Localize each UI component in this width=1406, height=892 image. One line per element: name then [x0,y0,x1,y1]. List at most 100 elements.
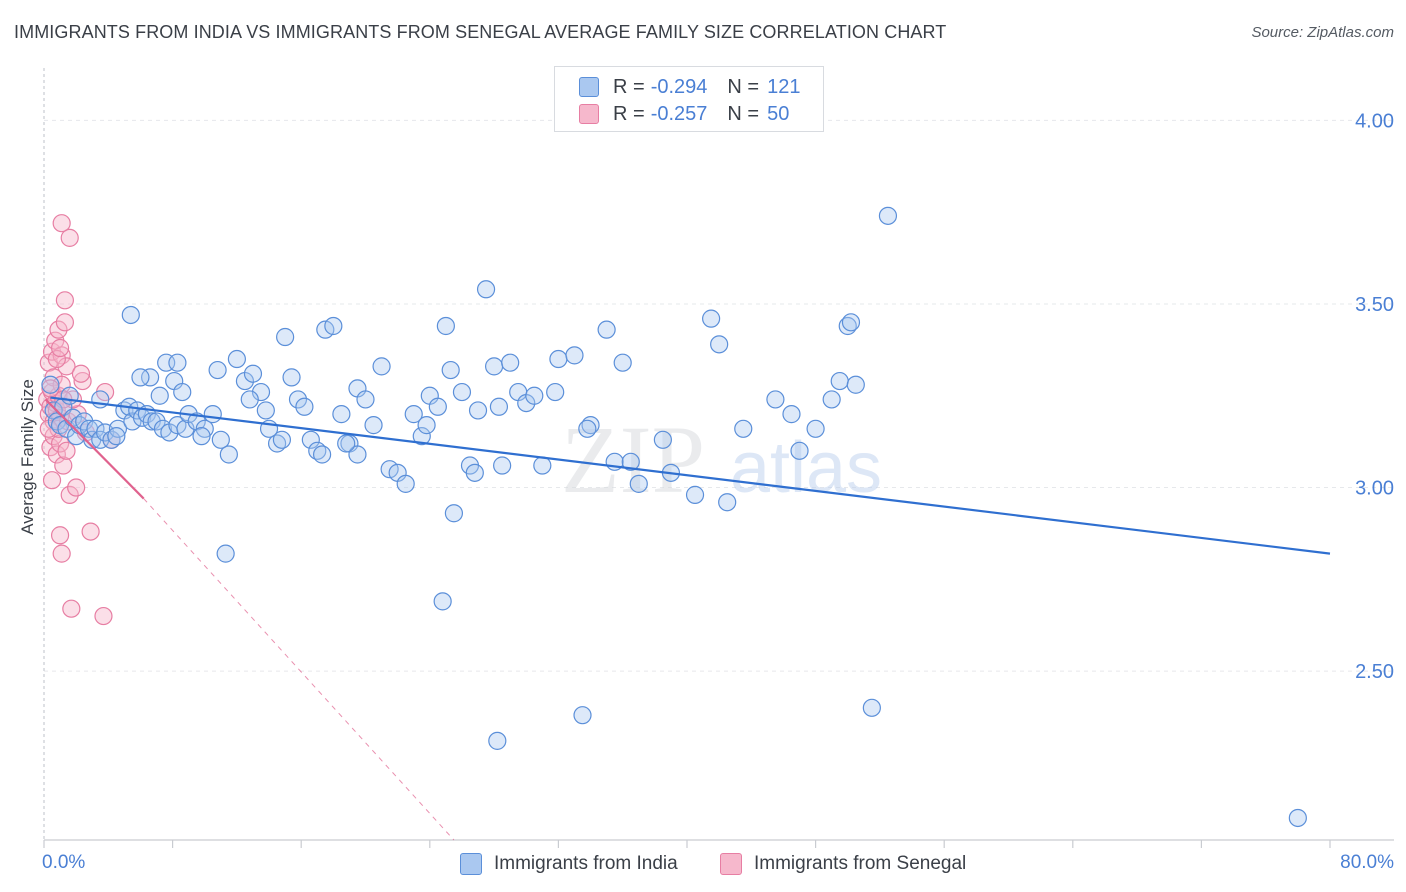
india-point [295,397,314,416]
india-point [822,390,841,409]
senegal-trend-line [44,398,145,500]
india-point [597,320,616,339]
senegal-point [60,485,79,504]
n-label: N = [727,102,760,125]
source-label: Source: ZipAtlas.com [1251,24,1394,41]
india-point [131,368,150,387]
watermark-zip: ZIP [561,406,705,513]
india-series [41,206,1307,828]
india-point [578,419,597,438]
india-swatch [460,853,482,875]
india-point [485,357,504,376]
legend-item-senegal[interactable]: Immigrants from Senegal [720,850,966,878]
india-point [203,405,222,424]
r-label: R = [613,75,645,98]
india-point [192,427,211,446]
india-point [862,698,881,717]
india-point [337,434,356,453]
india-point [356,390,375,409]
india-point [549,349,568,369]
india-point [444,504,464,523]
india-point [219,445,238,464]
senegal-point [94,606,113,626]
india-point [150,386,169,405]
india-point [173,382,192,402]
n-value: 50 [767,102,790,125]
india-point [718,493,737,512]
india-point [476,280,496,299]
y-tick-labels: 2.50 3.00 3.50 4.00 [1355,110,1394,683]
india-point [312,445,332,464]
senegal-swatch [720,853,742,875]
india-point [301,430,320,449]
india-point [433,592,452,611]
india-point [685,485,705,504]
india-point [830,371,849,391]
watermark-atlas: atlas [730,428,882,508]
india-point [86,419,105,438]
india-point [533,456,552,475]
y-tick-label: 3.00 [1355,478,1394,500]
legend-row-india: R = -0.294 N = 121 [579,73,800,101]
y-tick-label: 3.50 [1355,294,1394,316]
india-point [653,430,672,449]
india-swatch [579,77,599,97]
india-point [702,309,721,328]
india-point [176,419,195,438]
senegal-point [52,214,71,233]
india-point [372,357,391,376]
x-tick-max: 80.0% [1340,852,1394,873]
senegal-point [52,544,71,563]
trend-lines [44,396,1331,841]
senegal-point [57,357,76,376]
india-point [256,401,275,420]
india-point [240,390,259,409]
india-point [412,427,431,446]
y-tick-label: 4.00 [1355,110,1394,132]
india-point [613,353,632,372]
y-axis-label: Average Family Size [18,379,37,535]
india-point [436,316,455,336]
india-point [276,327,295,347]
india-point [364,416,383,435]
india-point [121,305,140,325]
india-point [790,441,809,460]
india-point [766,390,785,409]
senegal-point [71,364,91,383]
r-value: -0.257 [650,102,708,125]
india-point [288,390,308,409]
india-trend-line [50,396,1331,555]
senegal-trend-extension [143,498,455,841]
india-point [452,382,472,402]
senegal-point [55,313,74,332]
senegal-point [50,338,70,358]
legend-item-india[interactable]: Immigrants from India [460,850,678,878]
india-point [251,382,271,402]
india-point [348,445,367,464]
india-point [208,360,227,380]
india-point [782,405,801,424]
india-point [621,452,640,471]
india-point [324,316,343,336]
y-tick-label: 2.50 [1355,661,1394,683]
india-point [227,349,246,369]
india-point [108,419,128,438]
india-point [211,430,230,449]
india-point [123,412,142,431]
senegal-point [60,228,79,247]
india-point [168,353,187,372]
n-label: N = [727,75,760,98]
india-point [565,346,584,365]
india-point [878,206,898,225]
india-point [573,706,592,725]
india-point [546,382,565,402]
india-point [142,412,161,431]
legend-row-senegal: R = -0.257 N = 50 [579,100,789,128]
india-point [441,360,460,380]
senegal-point [47,445,66,464]
india-point [629,474,648,493]
senegal-point [47,349,66,369]
r-value: -0.294 [650,75,708,98]
senegal-point [54,456,73,475]
